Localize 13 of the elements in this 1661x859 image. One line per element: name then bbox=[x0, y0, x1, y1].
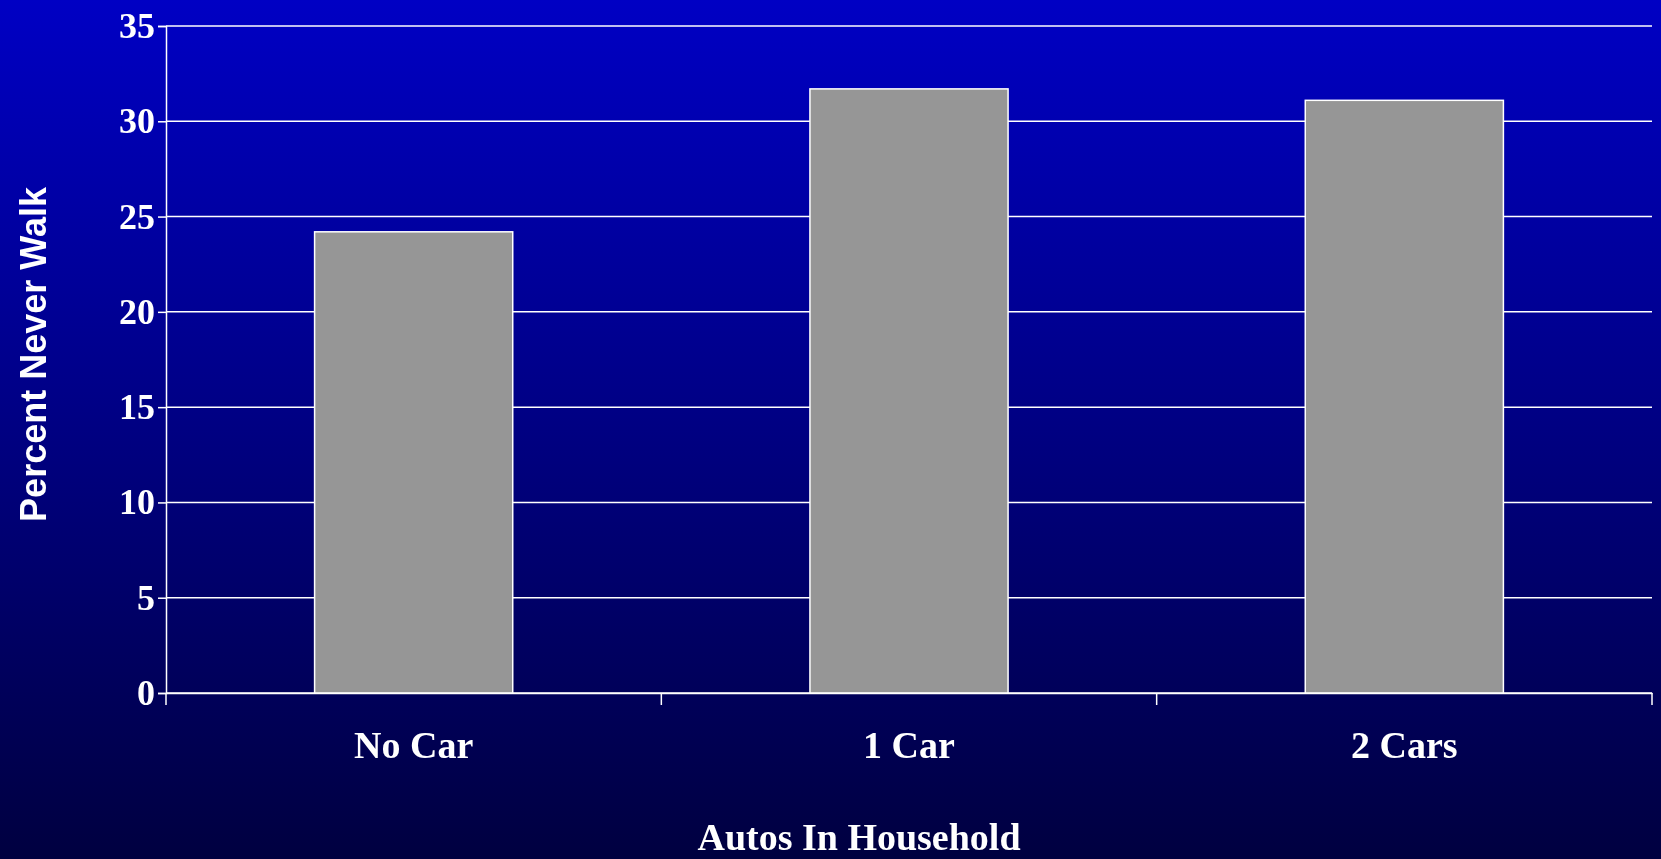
x-axis-title: Autos In Household bbox=[697, 816, 1021, 858]
y-tick-label: 0 bbox=[137, 673, 155, 714]
x-tick-label: No Car bbox=[354, 723, 474, 766]
y-tick-label: 10 bbox=[119, 482, 155, 523]
y-tick-label: 5 bbox=[137, 577, 155, 618]
y-axis-title: Percent Never Walk bbox=[13, 186, 54, 522]
y-tick-label: 35 bbox=[119, 6, 155, 47]
x-tick-label: 2 Cars bbox=[1351, 723, 1458, 766]
y-tick-label: 30 bbox=[119, 101, 155, 142]
y-tick-label: 25 bbox=[119, 196, 155, 237]
y-tick-label: 20 bbox=[119, 291, 155, 332]
x-tick-label: 1 Car bbox=[863, 723, 956, 766]
y-tick-label: 15 bbox=[119, 387, 155, 428]
